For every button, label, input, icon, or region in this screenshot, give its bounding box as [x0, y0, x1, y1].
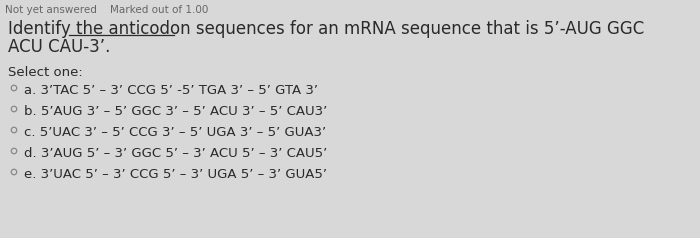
Text: Identify the anticodon sequences for an mRNA sequence that is 5’-AUG GGC: Identify the anticodon sequences for an …: [8, 20, 644, 38]
Text: ACU CAU-3’.: ACU CAU-3’.: [8, 38, 111, 56]
Text: c. 5’UAC 3’ – 5’ CCG 3’ – 5’ UGA 3’ – 5’ GUA3’: c. 5’UAC 3’ – 5’ CCG 3’ – 5’ UGA 3’ – 5’…: [24, 126, 326, 139]
Text: d. 3’AUG 5’ – 3’ GGC 5’ – 3’ ACU 5’ – 3’ CAU5’: d. 3’AUG 5’ – 3’ GGC 5’ – 3’ ACU 5’ – 3’…: [24, 147, 328, 160]
Text: a. 3’TAC 5’ – 3’ CCG 5’ -5’ TGA 3’ – 5’ GTA 3’: a. 3’TAC 5’ – 3’ CCG 5’ -5’ TGA 3’ – 5’ …: [24, 84, 318, 97]
Text: Not yet answered: Not yet answered: [5, 5, 97, 15]
Text: Select one:: Select one:: [8, 66, 83, 79]
Text: b. 5’AUG 3’ – 5’ GGC 3’ – 5’ ACU 3’ – 5’ CAU3’: b. 5’AUG 3’ – 5’ GGC 3’ – 5’ ACU 3’ – 5’…: [24, 105, 328, 118]
Text: e. 3’UAC 5’ – 3’ CCG 5’ – 3’ UGA 5’ – 3’ GUA5’: e. 3’UAC 5’ – 3’ CCG 5’ – 3’ UGA 5’ – 3’…: [24, 168, 327, 181]
Text: Marked out of 1.00: Marked out of 1.00: [110, 5, 209, 15]
